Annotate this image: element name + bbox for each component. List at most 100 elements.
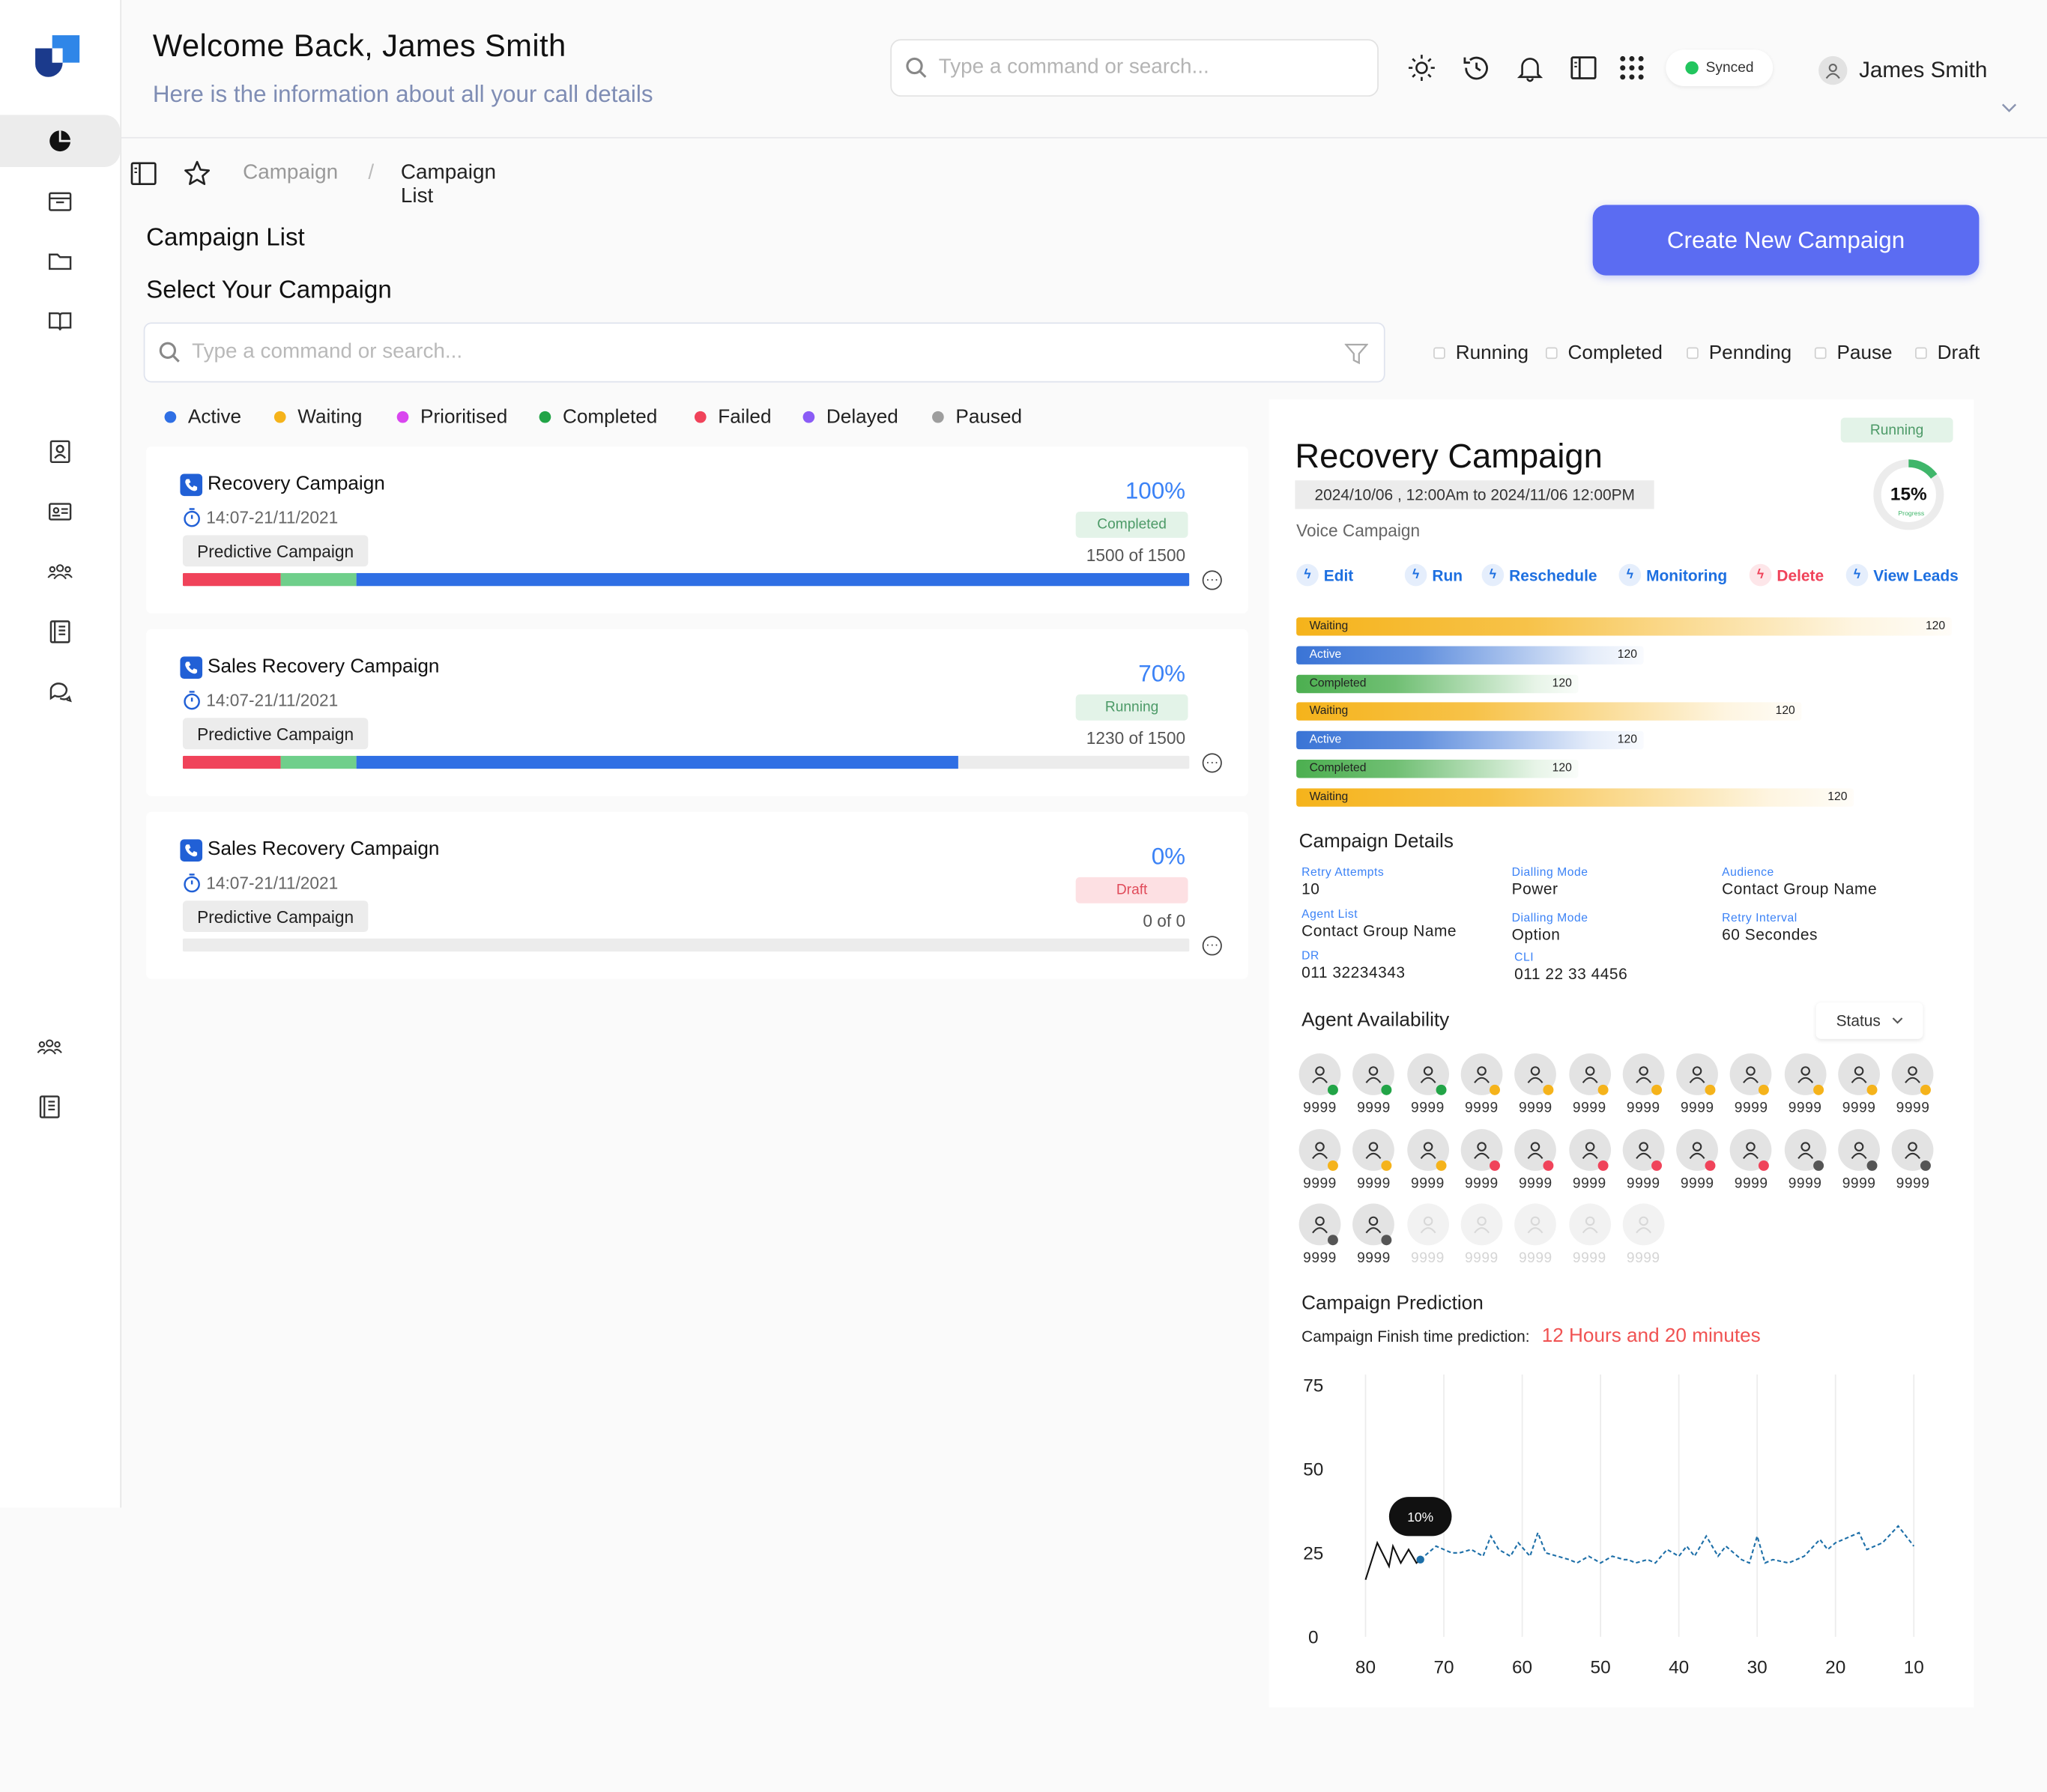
filter-checkbox-completed[interactable]: Completed — [1545, 342, 1663, 364]
bell-icon[interactable] — [1516, 53, 1544, 82]
create-campaign-button[interactable]: Create New Campaign — [1592, 205, 1980, 276]
action-reschedule[interactable]: ϟ Reschedule — [1481, 563, 1597, 587]
agent-avatar[interactable]: 9999 — [1406, 1128, 1451, 1191]
agent-avatar[interactable]: 9999 — [1676, 1053, 1720, 1116]
agent-avatar[interactable]: 9999 — [1622, 1128, 1666, 1191]
agent-avatar[interactable]: 9999 — [1568, 1128, 1612, 1191]
agent-avatar[interactable]: 9999 — [1892, 1053, 1936, 1116]
sidebar-item-book[interactable] — [0, 295, 120, 348]
filter-checkbox-pennding[interactable]: Pennding — [1687, 342, 1791, 364]
sidebar-item-list[interactable] — [0, 1081, 99, 1133]
campaign-name[interactable]: Sales Recovery Campaign — [208, 838, 440, 861]
timer-icon — [184, 874, 200, 893]
sidebar-item-report[interactable] — [0, 605, 120, 658]
agent-avatar[interactable]: 9999 — [1352, 1053, 1397, 1116]
agent-avatar[interactable]: 9999 — [1838, 1128, 1882, 1191]
agent-avatar[interactable]: 9999 — [1460, 1053, 1505, 1116]
action-view-leads[interactable]: ϟ View Leads — [1845, 563, 1959, 587]
agent-id: 9999 — [1518, 1250, 1552, 1267]
agent-avatar[interactable]: 9999 — [1406, 1203, 1451, 1266]
chart-y-tick: 75 — [1303, 1375, 1323, 1396]
bolt-icon: ϟ — [1845, 563, 1869, 587]
sidebar-item-folder[interactable] — [0, 235, 120, 288]
agent-avatar[interactable]: 9999 — [1568, 1203, 1612, 1266]
agent-avatar[interactable]: 9999 — [1352, 1128, 1397, 1191]
checkbox-box[interactable] — [1915, 347, 1927, 360]
agent-avatar[interactable]: 9999 — [1784, 1128, 1828, 1191]
agent-avatar[interactable]: 9999 — [1730, 1128, 1774, 1191]
apps-grid-icon[interactable] — [1618, 53, 1646, 82]
agent-avatar[interactable]: 9999 — [1460, 1203, 1505, 1266]
agent-avatar[interactable]: 9999 — [1298, 1053, 1343, 1116]
action-edit[interactable]: ϟ Edit — [1296, 563, 1353, 587]
agent-avatar[interactable]: 9999 — [1460, 1128, 1505, 1191]
action-monitoring[interactable]: ϟ Monitoring — [1618, 563, 1727, 587]
checkbox-box[interactable] — [1687, 347, 1699, 360]
agent-avatar[interactable]: 9999 — [1676, 1128, 1720, 1191]
user-icon — [1825, 64, 1840, 79]
agent-avatar[interactable]: 9999 — [1514, 1053, 1558, 1116]
campaign-name[interactable]: Sales Recovery Campaign — [208, 655, 440, 678]
agent-avatar[interactable]: 9999 — [1730, 1053, 1774, 1116]
chart-x-tick: 40 — [1669, 1658, 1689, 1678]
progress-percent: 15% — [1890, 484, 1927, 504]
agent-status-dot — [1435, 1084, 1446, 1095]
campaign-card[interactable]: Sales Recovery Campaign 14:07-21/11/2021 P… — [146, 629, 1248, 796]
campaign-search-input[interactable]: Type a command or search... — [143, 322, 1385, 383]
page-title: Campaign List — [146, 224, 305, 252]
agent-avatar[interactable]: 9999 — [1622, 1203, 1666, 1266]
sidebar-item-dashboard[interactable] — [0, 115, 121, 168]
chart-x-tick: 50 — [1591, 1658, 1611, 1678]
panel-icon[interactable] — [1569, 53, 1597, 82]
checkbox-box[interactable] — [1433, 347, 1445, 360]
star-icon[interactable] — [183, 160, 211, 188]
sidebar-toggle-icon[interactable] — [130, 162, 157, 185]
filter-checkbox-pause[interactable]: Pause — [1814, 342, 1893, 364]
history-icon[interactable] — [1462, 53, 1490, 82]
checkbox-box[interactable] — [1545, 347, 1558, 360]
agent-avatar[interactable]: 9999 — [1514, 1128, 1558, 1191]
more-options-icon[interactable]: ··· — [1202, 936, 1222, 956]
campaign-card[interactable]: Recovery Campaign 14:07-21/11/2021 Predict… — [146, 446, 1248, 614]
agent-avatar[interactable]: 9999 — [1622, 1053, 1666, 1116]
checkbox-box[interactable] — [1814, 347, 1827, 360]
command-search-input[interactable]: Type a command or search... — [890, 39, 1379, 97]
agent-avatar[interactable]: 9999 — [1514, 1203, 1558, 1266]
agent-circle — [1514, 1203, 1557, 1246]
campaign-count: 1230 of 1500 — [1086, 728, 1186, 748]
chart-tooltip — [1388, 1497, 1452, 1537]
agent-status-dropdown[interactable]: Status — [1815, 1002, 1923, 1039]
sun-icon[interactable] — [1407, 53, 1436, 82]
sidebar-item-id-card[interactable] — [0, 485, 120, 538]
sidebar-item-users[interactable] — [0, 1021, 99, 1074]
breadcrumb-root[interactable]: Campaign — [243, 162, 339, 184]
agent-avatar[interactable]: 9999 — [1838, 1053, 1882, 1116]
agent-avatar[interactable]: 9999 — [1406, 1053, 1451, 1116]
more-options-icon[interactable]: ··· — [1202, 753, 1222, 773]
agent-avatar[interactable]: 9999 — [1298, 1203, 1343, 1266]
agent-avatar[interactable]: 9999 — [1568, 1053, 1612, 1116]
sidebar-item-team[interactable] — [0, 545, 120, 598]
sidebar-item-contacts[interactable] — [0, 426, 120, 478]
campaign-card[interactable]: Sales Recovery Campaign 14:07-21/11/2021 P… — [146, 811, 1248, 979]
more-options-icon[interactable]: ··· — [1202, 570, 1222, 590]
user-name[interactable]: James Smith — [1859, 57, 1988, 82]
filter-icon[interactable] — [1344, 342, 1368, 365]
action-delete[interactable]: ϟ Delete — [1749, 563, 1824, 587]
campaign-name[interactable]: Recovery Campaign — [208, 472, 385, 495]
user-icon — [1635, 1141, 1651, 1159]
search-icon — [906, 57, 927, 78]
campaign-type: Voice Campaign — [1296, 521, 1421, 541]
sidebar-item-chat[interactable] — [0, 666, 120, 718]
chevron-down-icon[interactable] — [2001, 99, 2017, 117]
agent-avatar[interactable]: 9999 — [1892, 1128, 1936, 1191]
action-run[interactable]: ϟ Run — [1404, 563, 1463, 587]
agent-avatar[interactable]: 9999 — [1298, 1128, 1343, 1191]
sidebar-item-inbox[interactable] — [0, 175, 120, 227]
agent-avatar[interactable]: 9999 — [1352, 1203, 1397, 1266]
agent-avatar[interactable]: 9999 — [1784, 1053, 1828, 1116]
campaign-search-placeholder: Type a command or search... — [192, 340, 463, 363]
user-avatar[interactable] — [1818, 55, 1848, 85]
filter-checkbox-draft[interactable]: Draft — [1915, 342, 1980, 364]
filter-checkbox-running[interactable]: Running — [1433, 342, 1529, 364]
